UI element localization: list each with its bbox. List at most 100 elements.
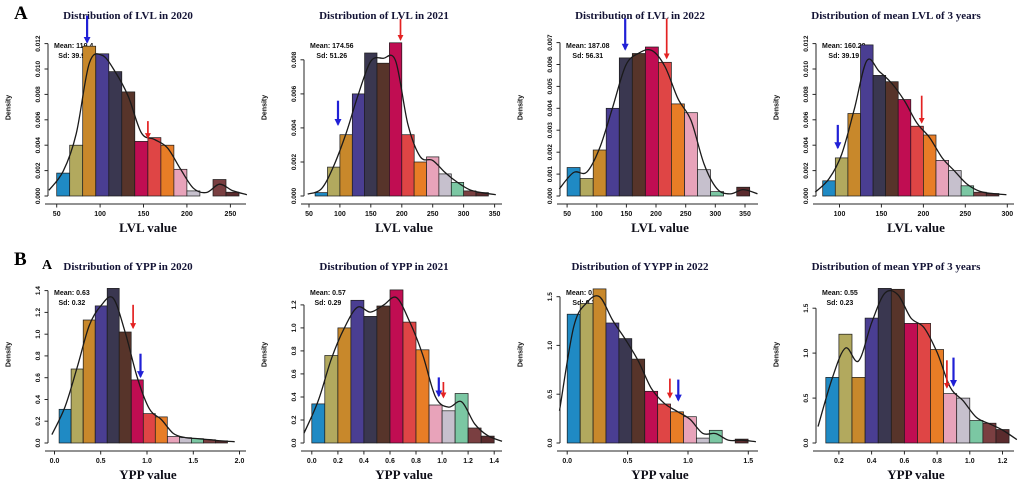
x-tick-label: 300: [458, 211, 470, 218]
hist-bar: [956, 397, 971, 444]
hist-bar: [58, 408, 72, 444]
x-tick-label: 1.0: [965, 458, 975, 465]
hist-bar: [389, 42, 403, 197]
x-tick-label: 0.0: [307, 458, 317, 465]
hist-bar: [897, 99, 912, 197]
x-tick-label: 0.5: [623, 458, 633, 465]
hist-bar: [696, 437, 710, 444]
x-tick-label: 150: [876, 211, 888, 218]
y-tick-label: 0.5: [547, 389, 554, 398]
hist-bar: [363, 316, 378, 444]
hist-bar: [426, 156, 440, 197]
hist-bar: [683, 416, 697, 444]
x-tick-label: 200: [918, 211, 930, 218]
y-tick-label: 0.010: [35, 60, 42, 77]
mean-label: Mean: 187.08: [566, 43, 610, 50]
hist-bar: [160, 144, 175, 197]
x-tick-label: 100: [834, 211, 846, 218]
x-tick-label: 0.8: [411, 458, 421, 465]
y-tick-label: 0.0: [291, 438, 298, 447]
y-tick-label: 0.005: [547, 78, 554, 95]
hist-bar: [948, 170, 962, 197]
x-axis-label: LVL value: [887, 220, 945, 235]
x-tick-label: 0.4: [359, 458, 369, 465]
y-tick-label: 0.002: [35, 162, 42, 179]
hist-bar: [95, 53, 110, 197]
hist-bar: [890, 288, 905, 444]
y-tick-label: 0.000: [291, 187, 298, 204]
hist-bar: [142, 413, 156, 444]
x-tick-label: 150: [138, 211, 150, 218]
y-tick-label: 0.008: [803, 86, 810, 103]
panel-label-inner-a: A: [42, 258, 53, 273]
histogram-plot: 0.0 0.5 1.0 1.5 2.0 0.0 0.2 0.4 0.6 0.8 1.0 1.2 1.4: [35, 286, 246, 465]
y-tick-label: 0.2: [35, 416, 42, 425]
x-axis-label: YPP value: [119, 467, 177, 482]
hist-bar: [605, 322, 620, 444]
x-tick-label: 0.8: [932, 458, 942, 465]
hist-bar: [147, 137, 162, 197]
y-tick-label: 0.8: [35, 351, 42, 360]
histogram-plot: 50 100 150 200 250 300 350 0.000 0.001 0.002 0.003…: [547, 18, 758, 218]
x-tick-label: 350: [739, 211, 751, 218]
mean-sd-annotation: Mean: 0.57 Sd: 0.29: [310, 289, 346, 308]
mean-sd-annotation: Mean: 0.55 Sd: 0.23: [822, 289, 858, 308]
y-tick-label: 0.006: [35, 111, 42, 128]
hist-bar: [885, 81, 899, 197]
x-tick-label: 250: [427, 211, 439, 218]
x-tick-label: 250: [225, 211, 237, 218]
chart-title: Distribution of YPP in 2021: [319, 261, 449, 273]
y-tick-label: 0.4: [35, 395, 42, 404]
histogram-plot: 0.0 0.5 1.0 1.5 0.0 0.5 1.0 1.5: [547, 288, 758, 465]
hist-bar: [401, 134, 415, 197]
y-tick-label: 0.010: [803, 60, 810, 77]
x-tick-label: 350: [489, 211, 501, 218]
sd-label: Sd: 0.3: [572, 299, 596, 307]
hist-bar: [428, 404, 443, 444]
hist-bar: [877, 288, 892, 444]
y-tick-label: 0.002: [547, 144, 554, 161]
hist-bar: [441, 410, 456, 444]
hist-bar: [851, 377, 866, 444]
x-axis-label: LVL value: [631, 220, 689, 235]
hist-bar: [960, 185, 975, 197]
sd-label: Sd: 0.29: [314, 299, 342, 307]
y-tick-label: 1.0: [547, 341, 554, 350]
hist-bar: [670, 411, 684, 444]
x-tick-label: 50: [563, 211, 571, 218]
x-tick-label: 0.6: [385, 458, 395, 465]
chart-panel-lvl-2022: Distribution of LVL in 2022 Density Mean…: [512, 0, 768, 247]
x-tick-label: 50: [305, 211, 313, 218]
x-tick-label: 150: [621, 211, 633, 218]
y-tick-label: 0.002: [291, 153, 298, 170]
hist-bar: [311, 403, 326, 444]
hist-bar: [943, 393, 958, 444]
hist-bar: [173, 168, 188, 197]
chart-panel-ypp-mean: Distribution of mean YPP of 3 years Dens…: [768, 247, 1024, 494]
hist-bar: [579, 303, 594, 444]
chart-panel-lvl-2021: Distribution of LVL in 2021 Density Mean…: [256, 0, 512, 247]
hist-bar: [130, 379, 144, 444]
hist-bar: [467, 427, 482, 444]
x-tick-label: 100: [591, 211, 603, 218]
x-tick-label: 300: [709, 211, 721, 218]
mean-label: Mean: 174.56: [310, 43, 354, 50]
chart-title: Distribution of LVL in 2020: [63, 10, 193, 22]
hist-bar: [917, 323, 931, 444]
hist-bar: [376, 305, 391, 444]
x-tick-label: 0.4: [867, 458, 877, 465]
y-tick-label: 0.5: [803, 393, 810, 402]
panel-label-b: B: [14, 249, 27, 270]
y-tick-label: 1.2: [35, 308, 42, 317]
hist-bar: [658, 61, 672, 197]
hist-bar: [402, 321, 417, 444]
y-tick-label: 0.012: [35, 35, 42, 52]
hist-bar: [657, 403, 671, 444]
y-tick-label: 0.6: [35, 373, 42, 382]
mean-sd-annotation: Mean: 160.29 Sd: 39.19: [822, 42, 866, 61]
y-tick-label: 1.0: [803, 348, 810, 357]
hist-bar: [389, 289, 404, 444]
y-tick-label: 1.0: [291, 323, 298, 332]
hist-bar: [697, 169, 711, 197]
y-tick-label: 1.0: [35, 329, 42, 338]
